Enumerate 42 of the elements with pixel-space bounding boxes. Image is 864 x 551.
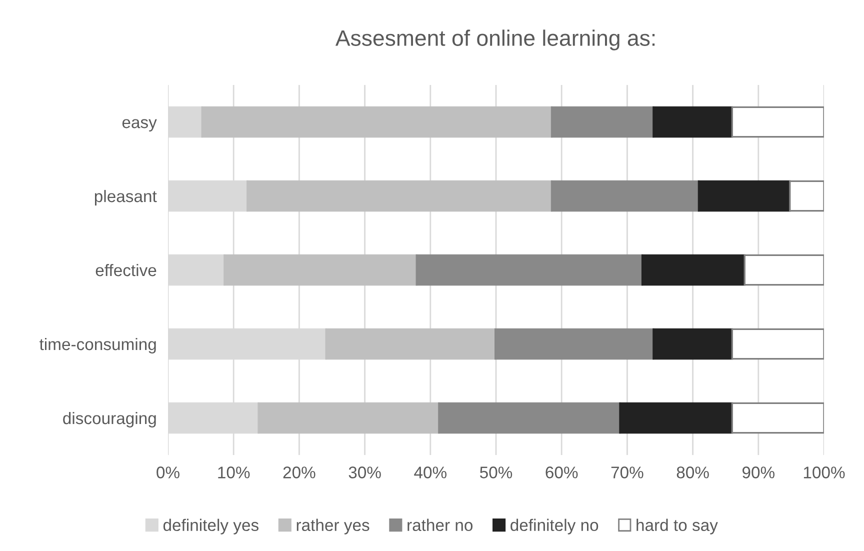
- bar: [201, 106, 553, 138]
- bar: [550, 106, 654, 138]
- legend-label: definitely no: [510, 518, 598, 534]
- x-tick-label: 80%: [676, 466, 709, 478]
- bar: [641, 254, 746, 286]
- bar: [224, 254, 418, 286]
- x-tick-label: 50%: [480, 466, 512, 478]
- bar: [652, 328, 733, 360]
- y-tick-label: time-consuming: [40, 338, 156, 354]
- legend-label: rather yes: [296, 518, 370, 534]
- x-tick-label: 20%: [283, 466, 316, 478]
- bar: [744, 254, 824, 286]
- x-tick-label: 100%: [804, 466, 845, 478]
- y-tick-label: discouraging: [63, 412, 156, 428]
- legend-label: hard to say: [636, 518, 718, 534]
- bar: [325, 328, 496, 360]
- y-tick-label: easy: [122, 119, 157, 132]
- x-tick-label: 70%: [611, 466, 644, 478]
- bar: [258, 402, 440, 434]
- x-tick-label: 90%: [742, 466, 774, 478]
- bar: [438, 402, 621, 434]
- chart-title: Assesment of online learning as:: [335, 30, 655, 50]
- bar: [246, 180, 553, 212]
- x-tick-label: 30%: [348, 466, 381, 478]
- bar: [619, 402, 733, 434]
- bar: [416, 254, 644, 286]
- bar: [731, 106, 824, 138]
- bar: [652, 106, 733, 138]
- x-tick-label: 40%: [414, 466, 446, 478]
- y-tick-label: pleasant: [94, 190, 157, 206]
- bar: [731, 402, 824, 434]
- legend-label: rather no: [408, 518, 473, 532]
- x-tick-label: 0%: [156, 466, 180, 478]
- bar: [550, 180, 700, 212]
- x-tick-label: 10%: [218, 466, 250, 478]
- y-tick-label: effective: [96, 264, 156, 276]
- legend-label: definitely yes: [163, 518, 258, 534]
- bar: [731, 328, 824, 360]
- bar: [789, 180, 824, 212]
- bar: [494, 328, 654, 360]
- bar: [698, 180, 791, 212]
- x-tick-label: 60%: [546, 466, 578, 478]
